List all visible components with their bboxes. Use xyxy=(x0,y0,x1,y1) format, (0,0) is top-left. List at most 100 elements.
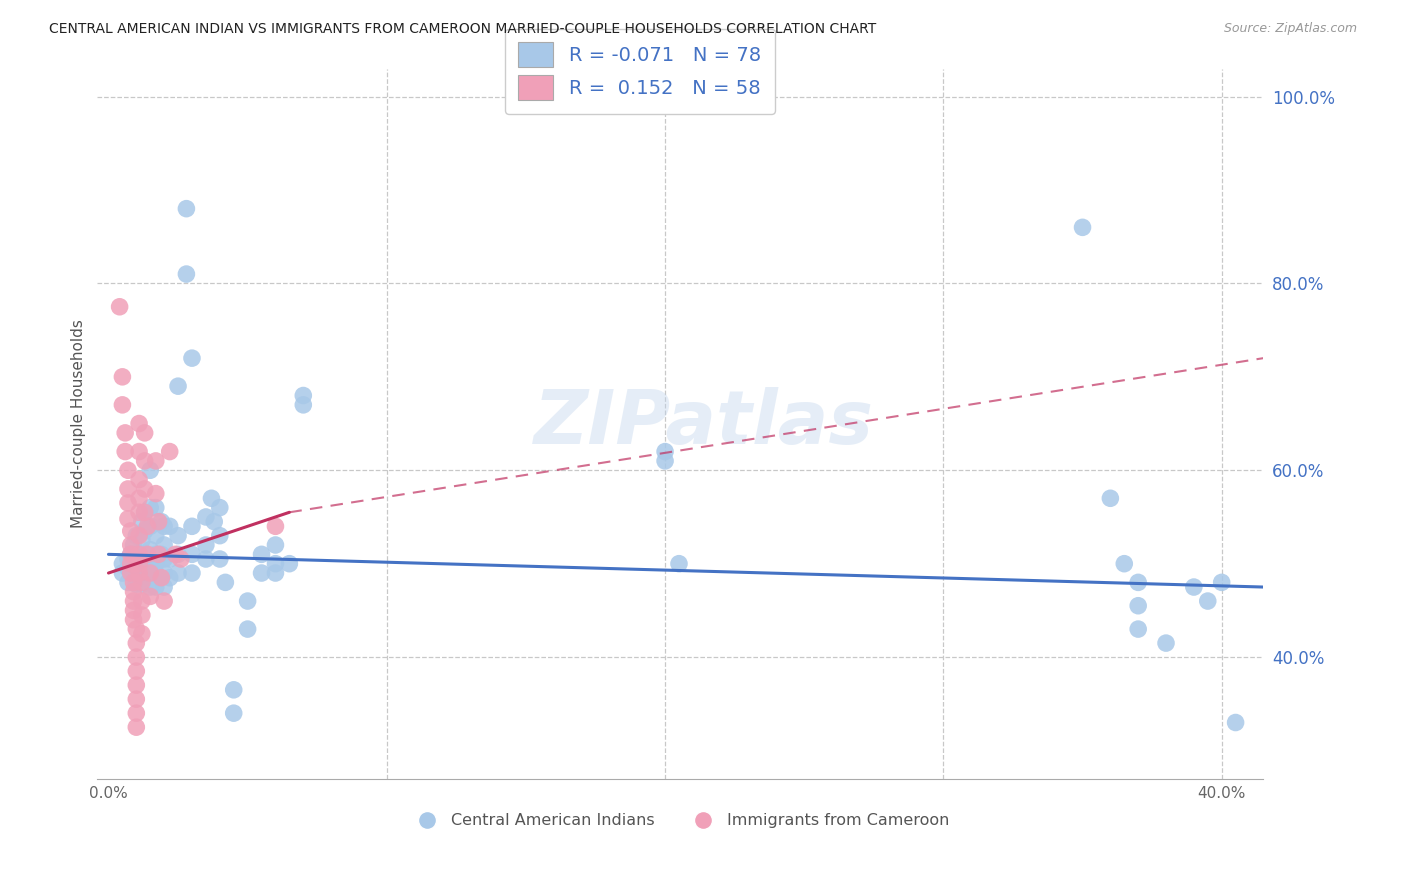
Point xyxy=(122,594,145,608)
Point xyxy=(222,682,245,697)
Point xyxy=(134,482,156,496)
Point xyxy=(1128,575,1150,590)
Point xyxy=(1182,580,1205,594)
Point xyxy=(122,603,145,617)
Point xyxy=(139,500,162,515)
Point xyxy=(153,552,176,566)
Point xyxy=(131,515,153,529)
Point xyxy=(264,519,287,533)
Point xyxy=(165,547,187,561)
Point xyxy=(122,561,145,575)
Point xyxy=(131,626,153,640)
Point xyxy=(145,566,167,580)
Point xyxy=(1128,622,1150,636)
Point xyxy=(125,706,148,721)
Point xyxy=(208,552,231,566)
Point xyxy=(250,547,273,561)
Point xyxy=(153,538,176,552)
Point xyxy=(264,557,287,571)
Point xyxy=(125,577,148,591)
Point xyxy=(181,519,204,533)
Y-axis label: Married-couple Households: Married-couple Households xyxy=(72,319,86,528)
Point xyxy=(125,622,148,636)
Point xyxy=(120,566,142,580)
Point xyxy=(153,519,176,533)
Point xyxy=(136,547,159,561)
Point xyxy=(120,547,142,561)
Point xyxy=(167,566,190,580)
Point xyxy=(128,444,150,458)
Point xyxy=(120,557,142,571)
Point xyxy=(264,566,287,580)
Point xyxy=(181,547,204,561)
Point xyxy=(1154,636,1177,650)
Point xyxy=(117,575,139,590)
Point xyxy=(1071,220,1094,235)
Point xyxy=(125,547,148,561)
Point xyxy=(153,566,176,580)
Point xyxy=(108,300,131,314)
Point xyxy=(139,566,162,580)
Point xyxy=(167,547,190,561)
Point xyxy=(278,557,301,571)
Point xyxy=(134,557,156,571)
Point xyxy=(176,267,198,281)
Point xyxy=(150,547,173,561)
Point xyxy=(131,608,153,623)
Point xyxy=(159,552,181,566)
Text: ZIPatlas: ZIPatlas xyxy=(534,387,873,460)
Point xyxy=(250,566,273,580)
Point xyxy=(292,398,315,412)
Point xyxy=(117,561,139,575)
Point xyxy=(159,519,181,533)
Point xyxy=(1099,491,1122,506)
Text: Source: ZipAtlas.com: Source: ZipAtlas.com xyxy=(1223,22,1357,36)
Point xyxy=(167,529,190,543)
Point xyxy=(181,351,204,366)
Point xyxy=(208,529,231,543)
Point xyxy=(136,519,159,533)
Point xyxy=(176,202,198,216)
Point xyxy=(128,547,150,561)
Point xyxy=(120,547,142,561)
Point xyxy=(117,463,139,477)
Point xyxy=(1197,594,1219,608)
Point xyxy=(134,454,156,468)
Point xyxy=(1225,715,1247,730)
Point xyxy=(134,547,156,561)
Point xyxy=(111,369,134,384)
Point xyxy=(1211,575,1233,590)
Point xyxy=(214,575,236,590)
Point xyxy=(114,425,136,440)
Point xyxy=(131,594,153,608)
Point xyxy=(111,566,134,580)
Point xyxy=(153,580,176,594)
Point xyxy=(264,538,287,552)
Point xyxy=(125,529,148,543)
Point xyxy=(139,519,162,533)
Point xyxy=(145,486,167,500)
Point xyxy=(120,566,142,580)
Point xyxy=(111,398,134,412)
Point xyxy=(111,557,134,571)
Point xyxy=(122,575,145,590)
Point xyxy=(236,594,259,608)
Point xyxy=(131,577,153,591)
Point xyxy=(122,613,145,627)
Point xyxy=(181,566,204,580)
Point xyxy=(145,454,167,468)
Legend: Central American Indians, Immigrants from Cameroon: Central American Indians, Immigrants fro… xyxy=(405,806,956,835)
Point xyxy=(668,557,690,571)
Point xyxy=(128,417,150,431)
Point xyxy=(194,510,217,524)
Point xyxy=(200,491,222,506)
Point xyxy=(145,500,167,515)
Point xyxy=(128,473,150,487)
Point xyxy=(194,552,217,566)
Point xyxy=(131,566,153,580)
Point xyxy=(139,580,162,594)
Point xyxy=(131,547,153,561)
Point xyxy=(122,584,145,599)
Point xyxy=(125,636,148,650)
Point xyxy=(122,538,145,552)
